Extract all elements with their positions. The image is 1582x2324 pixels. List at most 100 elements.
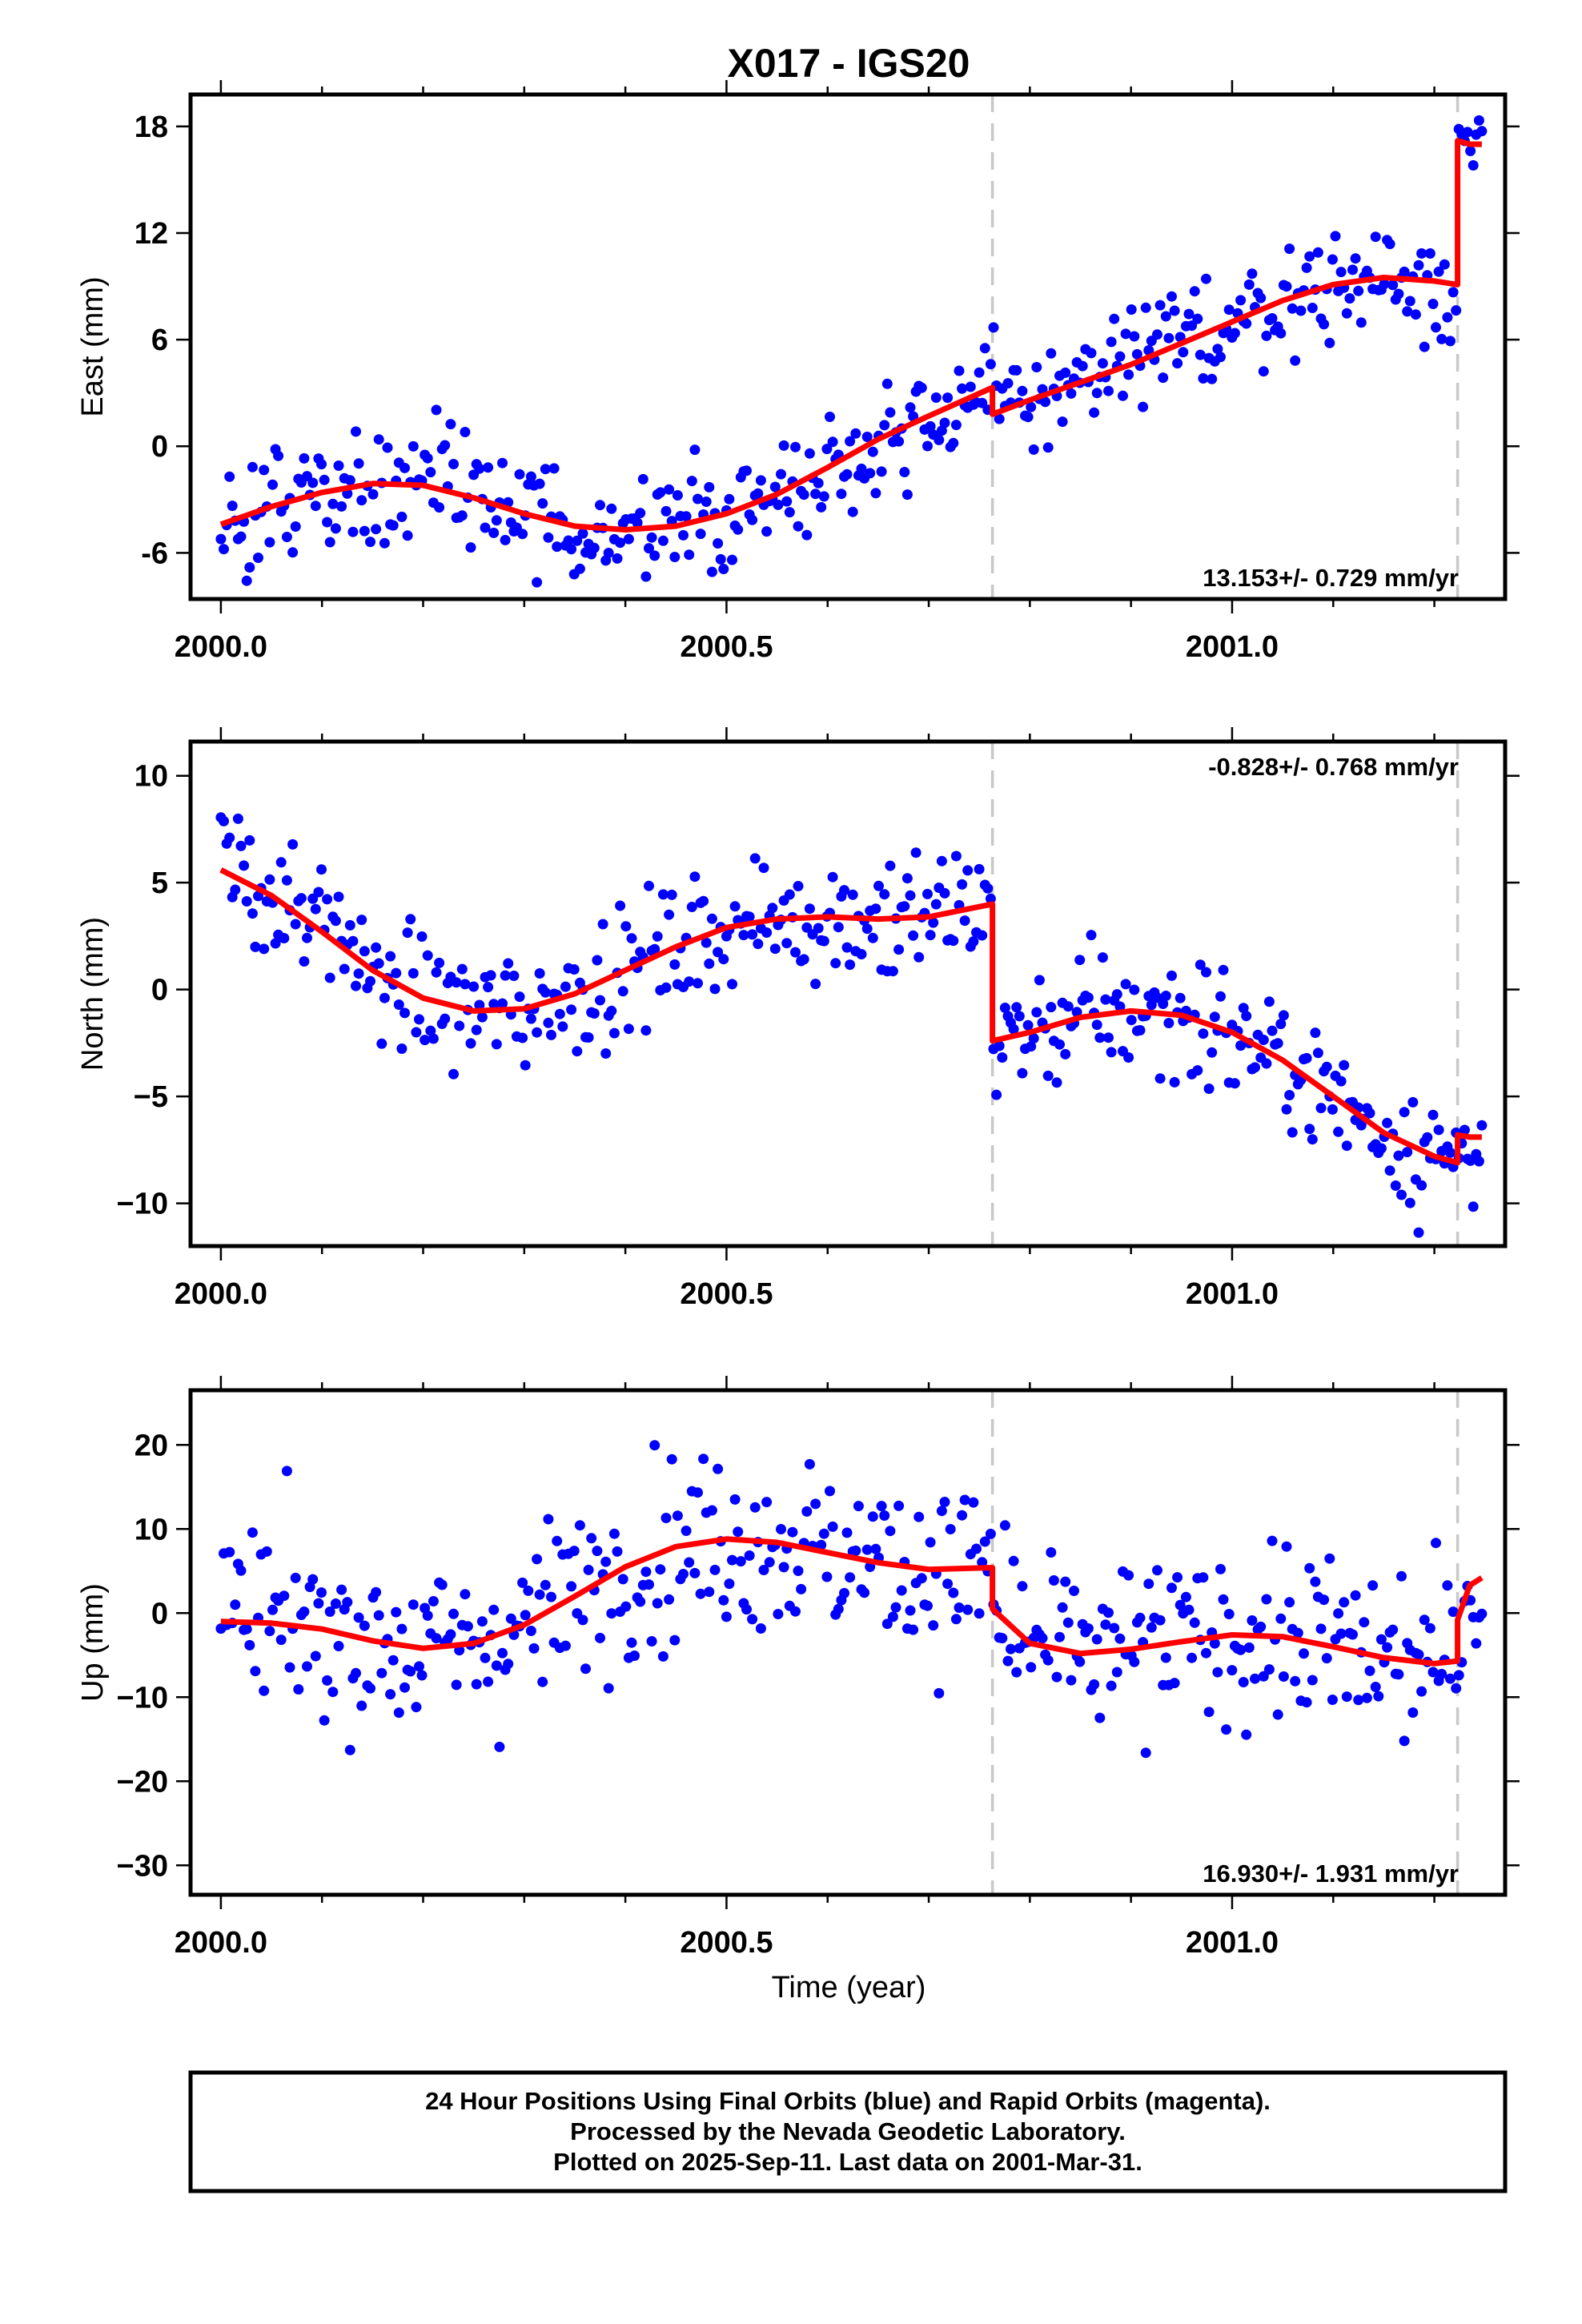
data-point xyxy=(454,1020,465,1031)
data-point xyxy=(1399,1735,1410,1747)
data-point xyxy=(606,503,617,514)
data-point xyxy=(351,426,361,437)
data-point xyxy=(411,1027,422,1038)
data-point xyxy=(456,963,468,975)
data-point xyxy=(761,927,773,938)
data-point xyxy=(371,524,382,535)
data-point xyxy=(1040,396,1051,408)
data-point xyxy=(1046,1547,1057,1558)
data-point xyxy=(1026,1662,1037,1673)
data-point xyxy=(451,977,462,988)
data-point xyxy=(1077,360,1088,372)
data-point xyxy=(1281,281,1292,292)
data-point xyxy=(400,462,410,473)
data-point xyxy=(1028,444,1039,455)
data-point xyxy=(1207,1047,1218,1058)
data-point xyxy=(741,465,752,476)
data-point xyxy=(1335,267,1347,278)
data-point xyxy=(689,1567,701,1578)
data-point xyxy=(1026,1041,1037,1052)
data-point xyxy=(749,1502,761,1513)
data-point xyxy=(1304,251,1315,262)
data-point xyxy=(351,1667,361,1679)
data-point xyxy=(612,553,623,564)
data-point xyxy=(1327,1104,1338,1115)
data-point xyxy=(1163,332,1174,344)
data-point xyxy=(1370,231,1381,243)
data-point xyxy=(1189,1617,1200,1628)
data-point xyxy=(250,941,261,952)
data-point xyxy=(1247,268,1258,279)
data-point xyxy=(474,463,485,474)
data-point xyxy=(928,1620,939,1631)
data-point xyxy=(1442,312,1453,323)
data-point xyxy=(373,1610,384,1621)
data-point xyxy=(1054,1039,1065,1050)
data-point xyxy=(290,521,301,532)
data-point xyxy=(1284,243,1295,255)
data-point xyxy=(1335,1076,1347,1087)
data-point xyxy=(1114,1633,1126,1644)
data-point xyxy=(870,1543,881,1554)
data-point xyxy=(713,947,724,958)
data-point xyxy=(1424,248,1435,259)
data-point xyxy=(552,1535,563,1546)
data-point xyxy=(1241,318,1252,329)
data-point xyxy=(1330,231,1341,242)
data-point xyxy=(1198,373,1209,384)
y-tick-label: -6 xyxy=(141,537,168,570)
data-point xyxy=(1375,1143,1387,1154)
x-tick-label: 2000.0 xyxy=(175,1277,267,1311)
data-point xyxy=(729,1494,741,1505)
data-point xyxy=(1042,1070,1054,1081)
data-point xyxy=(344,919,355,931)
data-point xyxy=(1476,1608,1488,1619)
data-point xyxy=(744,1550,755,1561)
data-point xyxy=(1091,388,1102,399)
data-point xyxy=(232,813,243,824)
data-point xyxy=(322,894,333,905)
x-tick-label: 2000.0 xyxy=(175,630,267,664)
data-point xyxy=(1203,1084,1215,1094)
data-point xyxy=(1407,1096,1419,1108)
data-point xyxy=(1419,1614,1430,1626)
data-point xyxy=(982,883,994,894)
data-point xyxy=(1422,1132,1433,1143)
data-point xyxy=(836,489,847,500)
y-tick-label: 18 xyxy=(135,111,168,144)
data-point xyxy=(491,515,502,526)
data-point xyxy=(810,1498,821,1510)
data-point xyxy=(1215,1563,1226,1574)
data-point xyxy=(727,554,737,565)
y-tick-label: 20 xyxy=(135,1429,168,1462)
data-point xyxy=(497,457,508,468)
data-point xyxy=(1123,1570,1134,1581)
data-point xyxy=(999,1003,1010,1013)
data-point xyxy=(681,511,692,522)
data-point xyxy=(657,535,669,546)
data-point xyxy=(1427,299,1439,309)
data-point xyxy=(1321,1653,1332,1664)
data-point xyxy=(704,481,715,493)
data-point xyxy=(1160,991,1171,1001)
data-point xyxy=(1123,369,1134,380)
data-point xyxy=(1436,333,1447,344)
data-point xyxy=(908,930,919,941)
data-point xyxy=(1169,1076,1180,1088)
data-point xyxy=(1017,1068,1028,1079)
data-point xyxy=(816,501,827,513)
data-point xyxy=(870,488,881,499)
data-point xyxy=(373,434,384,445)
data-point xyxy=(825,412,835,422)
data-point xyxy=(295,893,307,904)
data-point xyxy=(1275,328,1287,339)
data-point xyxy=(1364,1665,1375,1676)
data-point xyxy=(1037,1633,1048,1644)
data-point xyxy=(626,1637,637,1648)
data-point xyxy=(273,450,284,461)
data-point xyxy=(230,884,241,895)
data-point xyxy=(525,471,536,482)
data-point xyxy=(1066,388,1077,399)
data-point xyxy=(839,1587,849,1598)
data-point xyxy=(460,427,471,437)
